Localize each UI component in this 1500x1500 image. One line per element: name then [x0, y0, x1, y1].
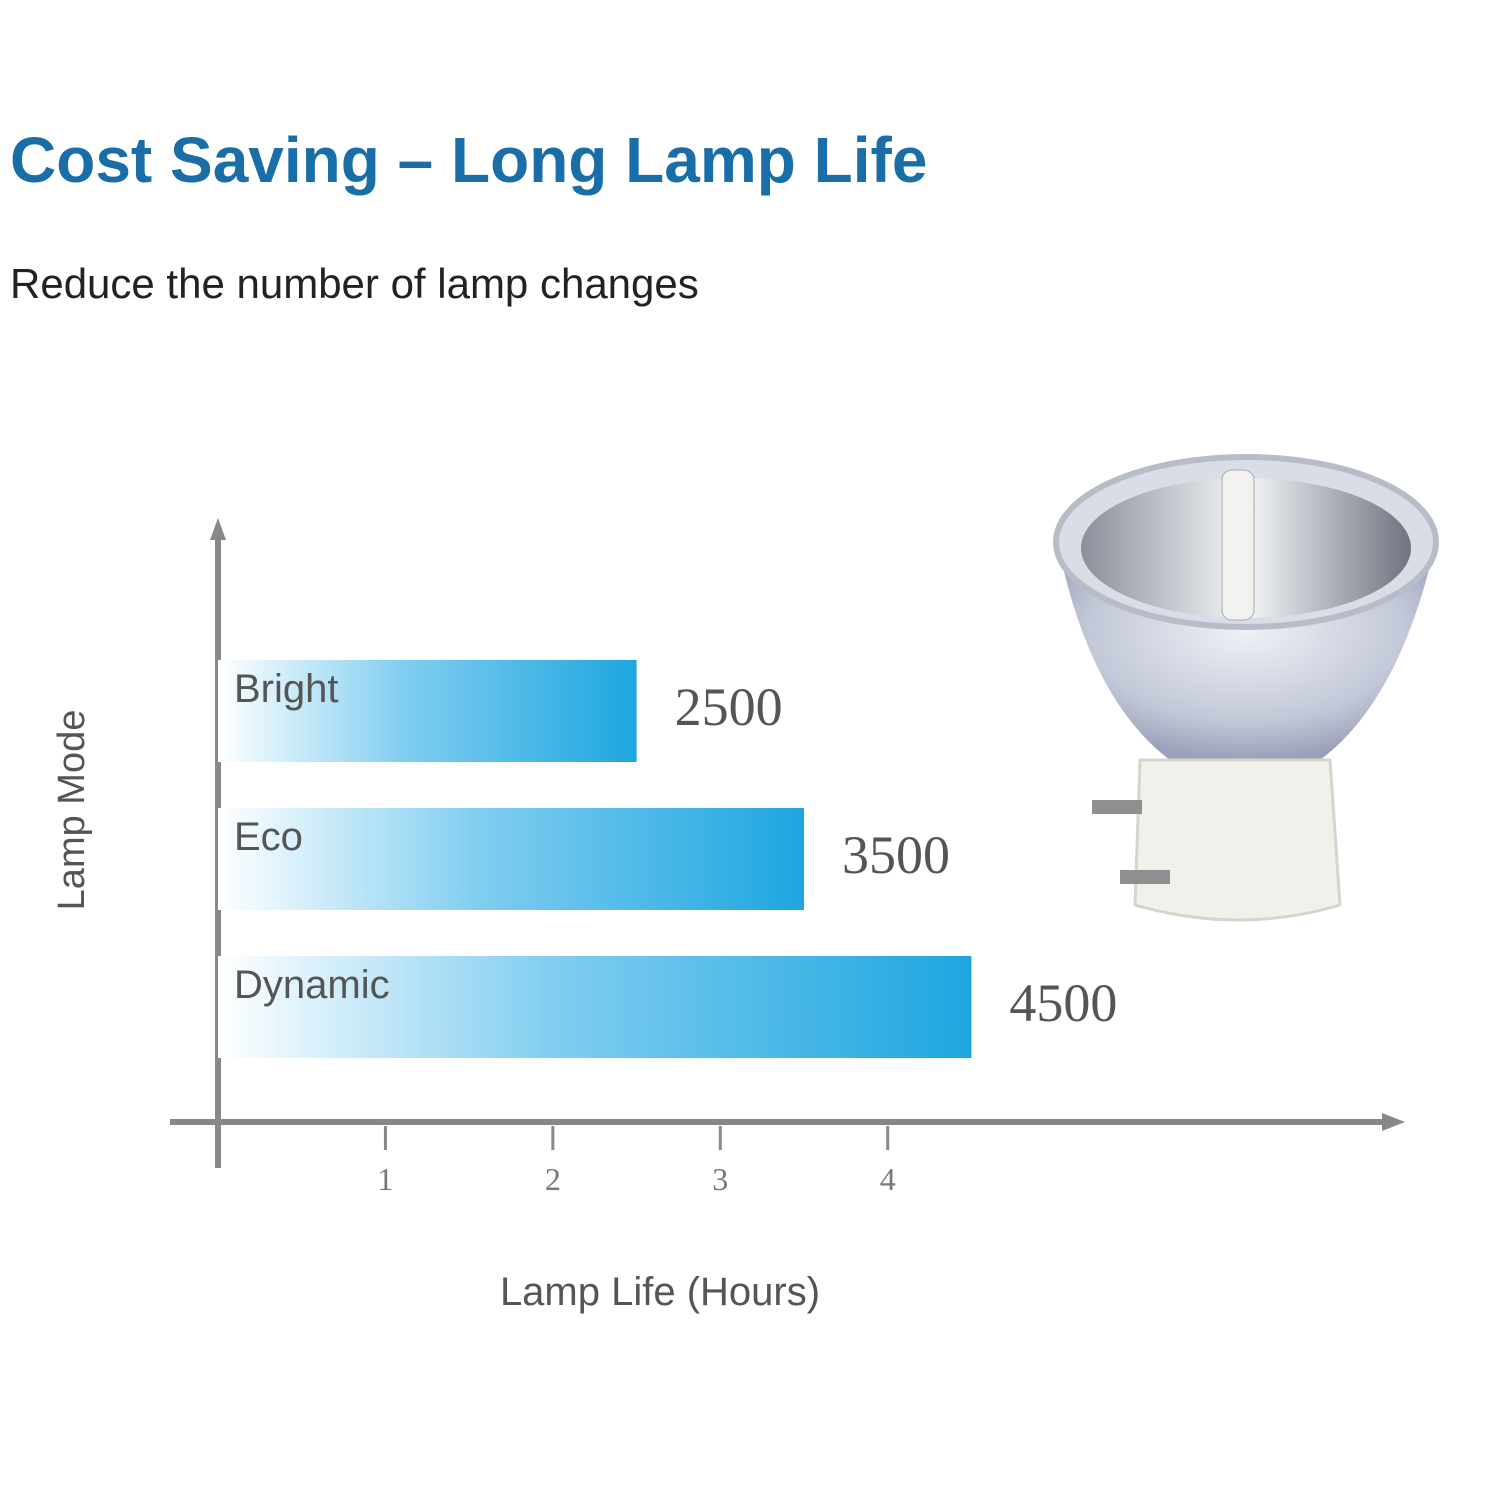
bar	[218, 956, 972, 1058]
value-label: 4500	[1009, 973, 1117, 1033]
title: Cost Saving – Long Lamp Life	[10, 124, 927, 196]
category-label: Bright	[234, 667, 339, 711]
y-axis-arrow	[210, 518, 226, 540]
lamp-terminal	[1120, 870, 1170, 884]
x-tick-label: 2	[545, 1161, 561, 1197]
bar	[218, 808, 804, 910]
bar	[218, 660, 637, 762]
x-tick-label: 4	[880, 1161, 896, 1197]
x-tick-label: 3	[712, 1161, 728, 1197]
x-axis-label: Lamp Life (Hours)	[500, 1270, 820, 1314]
lamp-photo	[1053, 454, 1439, 922]
value-label: 3500	[842, 825, 950, 885]
subtitle: Reduce the number of lamp changes	[10, 260, 699, 307]
value-label: 2500	[675, 677, 783, 737]
lamp-terminal	[1092, 800, 1142, 814]
x-axis-arrow	[1382, 1113, 1405, 1131]
x-tick-label: 1	[377, 1161, 393, 1197]
category-label: Dynamic	[234, 963, 390, 1007]
lamp-base	[1133, 758, 1342, 922]
y-axis-label: Lamp Mode	[51, 710, 93, 911]
lamp-bulb	[1221, 469, 1255, 621]
category-label: Eco	[234, 815, 303, 859]
